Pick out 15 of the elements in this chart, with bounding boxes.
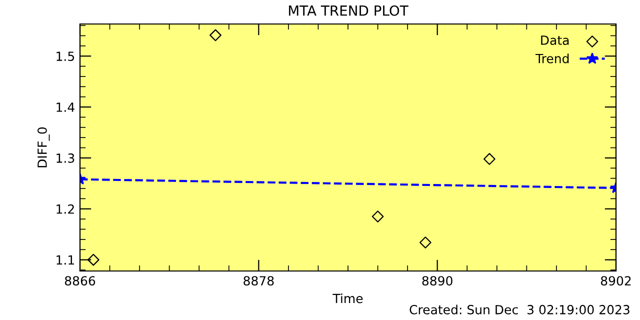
y-tick-label: 1.2 (56, 204, 74, 214)
y-tick-label: 1.4 (56, 102, 74, 112)
y-tick-label: 1.3 (56, 153, 74, 163)
legend-label: Trend (536, 54, 569, 64)
text: Created: Sun Dec 3 02:19:00 2023 (410, 304, 630, 314)
y-axis-title: DIFF_0 (37, 127, 50, 168)
y-tick-label: 1.5 (56, 52, 74, 62)
x-tick-label: 8902 (600, 276, 631, 286)
x-tick-label: 8878 (244, 276, 274, 286)
x-axis-title: Time (332, 294, 363, 304)
x-tick-label: 8890 (422, 276, 452, 286)
chart-title: MTA TREND PLOT (288, 5, 408, 16)
y-tick-label: 1.1 (56, 255, 74, 265)
legend-label: Data (541, 36, 569, 45)
x-tick-label: 8866 (64, 276, 96, 286)
